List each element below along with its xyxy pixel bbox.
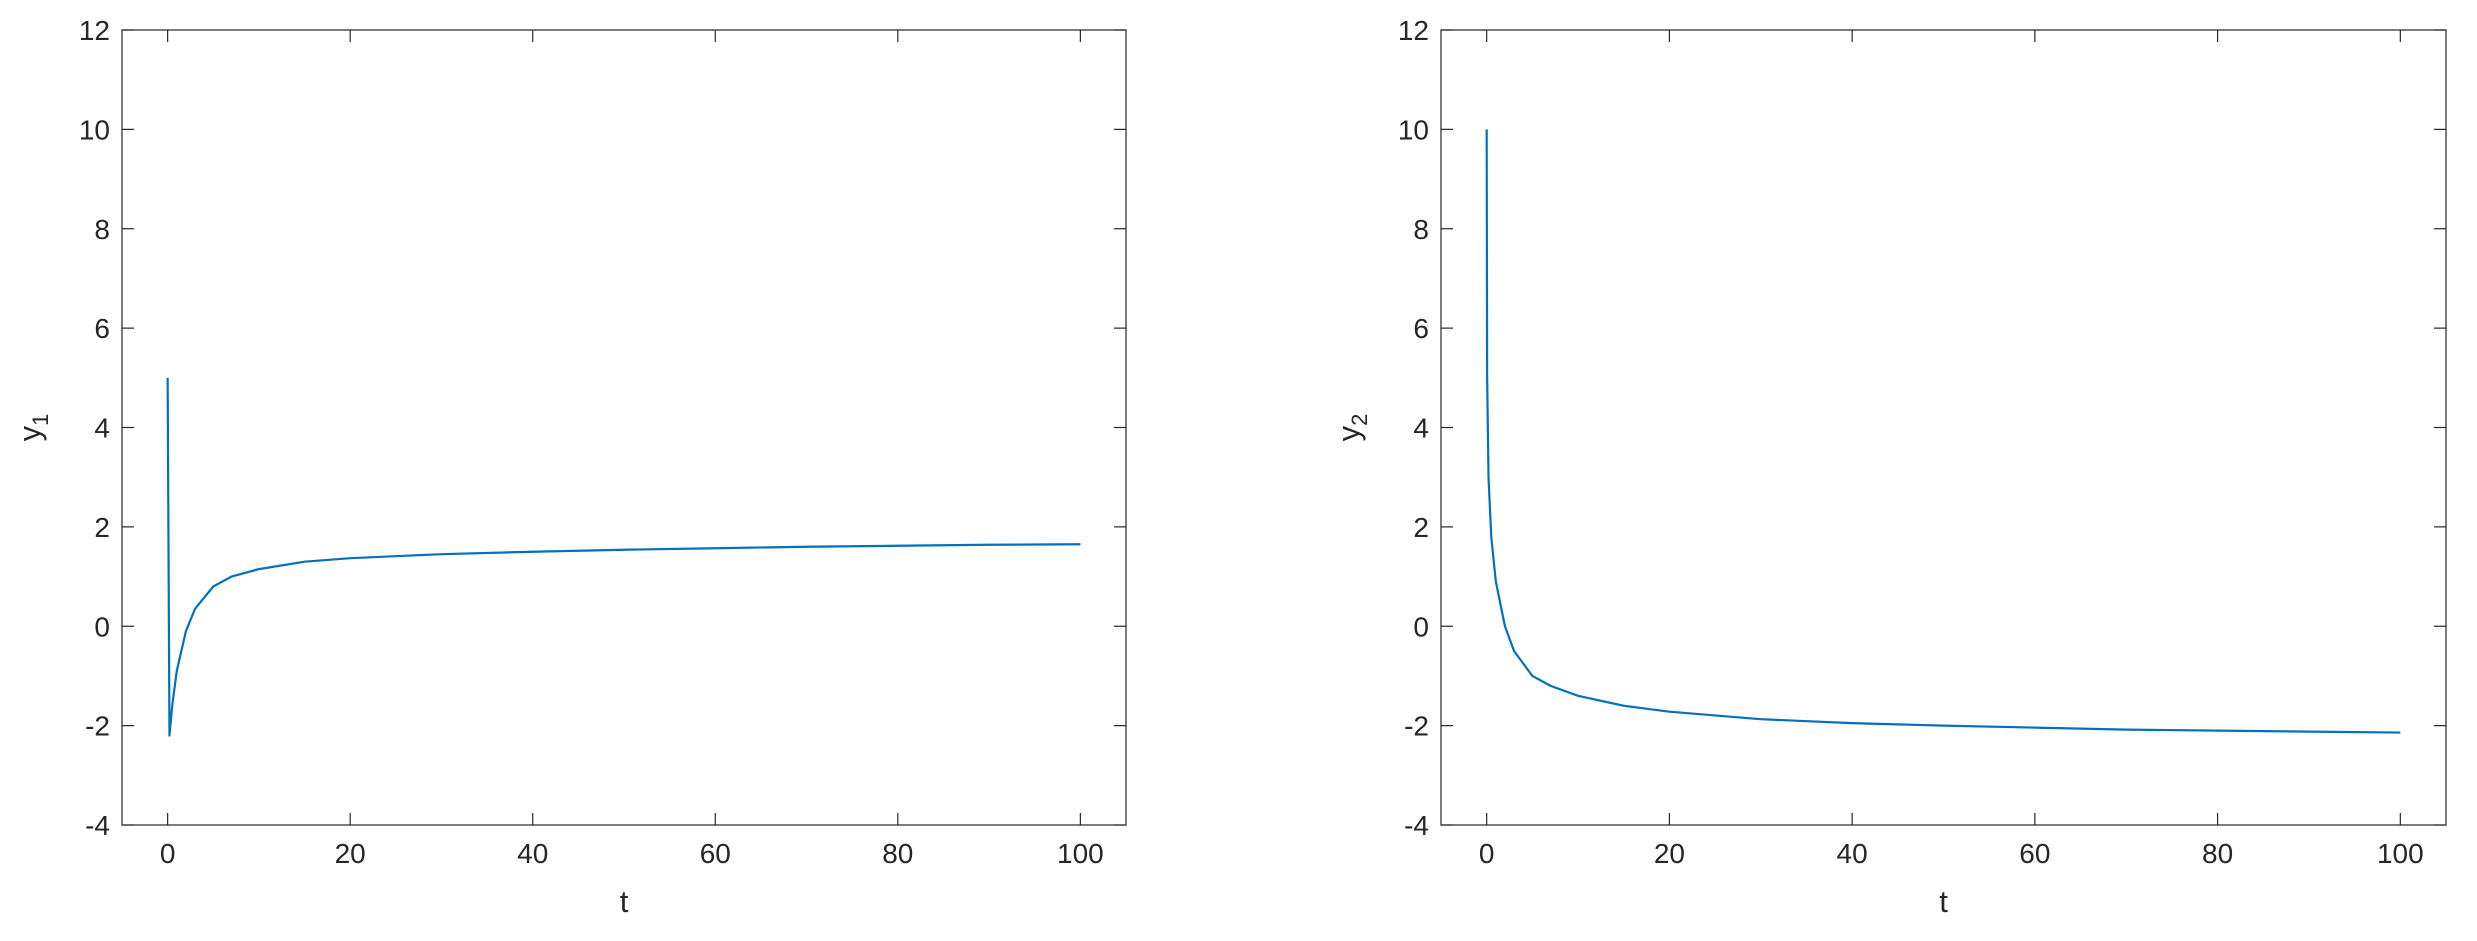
- y-tick-label: 2: [1413, 512, 1429, 543]
- y-axis-label-main: y: [1331, 425, 1366, 441]
- x-axis-label: t: [1939, 884, 1948, 919]
- y-axis-label-subscript: 1: [28, 414, 53, 426]
- x-tick-label: 20: [335, 838, 366, 869]
- y-tick-label: 8: [94, 214, 110, 245]
- y-tick-label: 12: [79, 15, 110, 46]
- y-axis-label-subscript: 2: [1347, 414, 1372, 426]
- x-tick-label: 100: [2377, 838, 2424, 869]
- y-tick-label: 6: [94, 313, 110, 344]
- y-tick-label: 0: [94, 611, 110, 642]
- axes-box: [1440, 29, 2447, 826]
- x-axis-label: t: [620, 884, 629, 919]
- y-tick-label: 0: [1413, 611, 1429, 642]
- y-tick-label: -2: [85, 711, 110, 742]
- axes-box: [121, 29, 1127, 826]
- y-axis-label-main: y: [12, 425, 47, 441]
- y-tick-label: 2: [94, 512, 110, 543]
- x-tick-label: 100: [1057, 838, 1104, 869]
- plot: 0 20 40 60 80 100 -4 -2 0 2 4 6 8 10 12 t y1: [12, 15, 1127, 919]
- x-tick-label: 0: [160, 838, 176, 869]
- x-tick-label: 40: [1837, 838, 1868, 869]
- y-tick-label: 10: [1398, 114, 1429, 145]
- y-tick-label: -4: [1404, 810, 1429, 841]
- y-tick-label: 12: [1398, 15, 1429, 46]
- y-tick-label: -4: [85, 810, 110, 841]
- y-tick-label: 8: [1413, 214, 1429, 245]
- y-axis-label: y2: [1331, 414, 1372, 442]
- x-tick-label: 80: [2202, 838, 2233, 869]
- x-tick-label: 20: [1654, 838, 1685, 869]
- y-axis-label: y1: [12, 414, 53, 442]
- x-tick-label: 0: [1479, 838, 1495, 869]
- y-tick-label: 4: [1413, 413, 1429, 444]
- y-tick-label: 10: [79, 114, 110, 145]
- line: [1485, 129, 2401, 734]
- x-tick-label: 60: [700, 838, 731, 869]
- y-tick-label: 4: [94, 413, 110, 444]
- y-tick-label: 6: [1413, 313, 1429, 344]
- line: [166, 377, 1081, 737]
- x-tick-label: 60: [2019, 838, 2050, 869]
- x-tick-label: 40: [517, 838, 548, 869]
- x-tick-label: 80: [882, 838, 913, 869]
- y-tick-label: -2: [1404, 711, 1429, 742]
